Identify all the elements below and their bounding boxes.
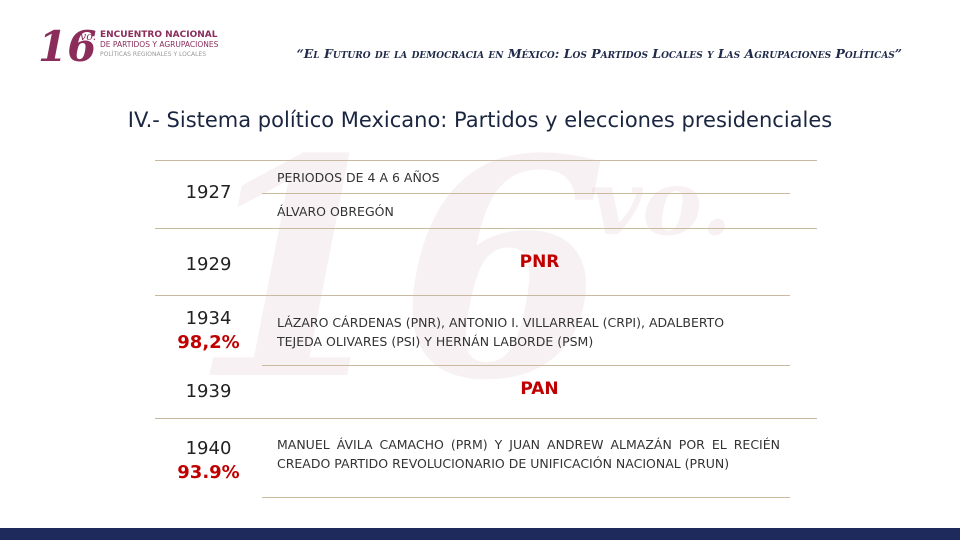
rule: [155, 418, 817, 419]
rule: [155, 160, 817, 161]
party: PNR: [519, 252, 560, 272]
year: 1940: [185, 438, 232, 459]
watermark-suffix: vo.: [590, 150, 733, 256]
row-text: ÁLVARO OBREGÓN: [277, 204, 394, 219]
rule: [262, 365, 790, 366]
row-text: PERIODOS DE 4 A 6 AÑOS: [277, 170, 440, 185]
party: PAN: [520, 379, 559, 399]
percent: 98,2%: [177, 332, 240, 353]
percent: 93.9%: [177, 462, 240, 483]
title: IV.- Sistema político Mexicano: Partidos…: [127, 108, 833, 132]
logo-text: ENCUENTRO NACIONAL DE PARTIDOS Y AGRUPAC…: [100, 30, 218, 60]
logo-suffix: vo.: [80, 30, 97, 43]
year-cell: 1934 98,2%: [155, 307, 262, 355]
logo-line: ENCUENTRO NACIONAL: [100, 30, 218, 40]
footer-bar: [0, 528, 960, 540]
logo-line: POLÍTICAS REGIONALES Y LOCALES: [100, 51, 207, 58]
year: 1939: [185, 381, 232, 402]
year: 1929: [185, 254, 232, 275]
rule: [262, 497, 790, 498]
header-quote: “El Futuro de la democracia en México: L…: [296, 46, 902, 61]
row-text: LÁZARO CÁRDENAS (PNR), ANTONIO I. VILLAR…: [277, 315, 725, 349]
rule: [262, 193, 790, 194]
year-cell: 1940 93.9%: [155, 437, 262, 485]
logo-number: 16: [38, 22, 97, 71]
logo-line: DE PARTIDOS Y AGRUPACIONES: [100, 40, 219, 49]
watermark: 16: [190, 93, 608, 446]
rule: [155, 295, 790, 296]
year: 1934: [185, 308, 232, 329]
rule: [155, 228, 817, 229]
year: 1927: [185, 182, 232, 203]
row-text: MANUEL ÁVILA CAMACHO (PRM) Y JUAN ANDREW…: [277, 437, 780, 471]
